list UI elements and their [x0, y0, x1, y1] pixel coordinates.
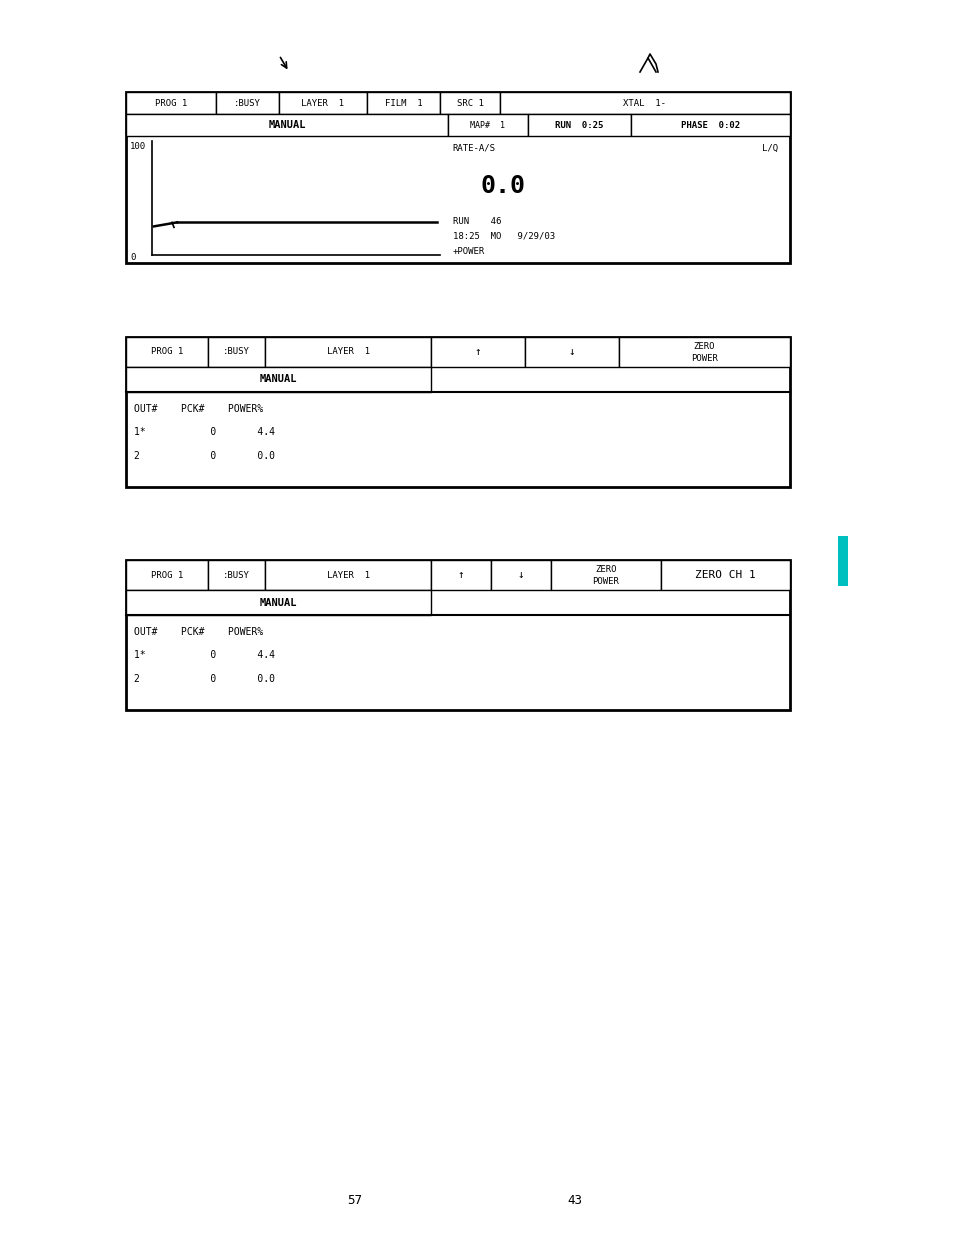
Text: ZERO: ZERO [595, 566, 616, 574]
Text: LAYER  1: LAYER 1 [326, 347, 370, 357]
Text: FILM  1: FILM 1 [384, 99, 422, 107]
Bar [126, 114, 448, 136]
Text: 0.0: 0.0 [480, 174, 525, 198]
Text: SRC 1: SRC 1 [456, 99, 483, 107]
Text: 100: 100 [130, 142, 146, 151]
Bar [551, 559, 659, 590]
Bar [837, 536, 847, 585]
Bar [215, 91, 278, 114]
Text: ZERO: ZERO [693, 342, 714, 352]
Bar [527, 114, 630, 136]
Text: RUN  0:25: RUN 0:25 [555, 121, 602, 130]
Bar [265, 337, 431, 367]
Text: L/Q: L/Q [761, 143, 778, 152]
Bar [431, 337, 524, 367]
Text: 1*           0       4.4: 1* 0 4.4 [133, 651, 274, 661]
Text: :BUSY: :BUSY [233, 99, 260, 107]
Text: ↑: ↑ [475, 347, 481, 357]
Bar [126, 91, 215, 114]
Text: MANUAL: MANUAL [268, 120, 306, 130]
Bar [439, 91, 499, 114]
Bar [126, 590, 431, 615]
Text: MANUAL: MANUAL [260, 598, 297, 608]
Text: PROG 1: PROG 1 [151, 571, 183, 579]
Text: +POWER: +POWER [453, 247, 484, 256]
Text: OUT#    PCK#    POWER%: OUT# PCK# POWER% [133, 404, 263, 414]
Text: :BUSY: :BUSY [223, 571, 250, 579]
Text: ↑: ↑ [457, 571, 464, 580]
Text: 2            0       0.0: 2 0 0.0 [133, 451, 274, 461]
Text: XTAL  1-: XTAL 1- [622, 99, 666, 107]
Bar [524, 337, 618, 367]
Bar [265, 559, 431, 590]
Text: RUN    46: RUN 46 [453, 216, 500, 226]
Bar [367, 91, 439, 114]
Text: ↓: ↓ [568, 347, 575, 357]
Bar [126, 559, 209, 590]
Bar [126, 337, 209, 367]
Text: ZERO CH 1: ZERO CH 1 [694, 571, 755, 580]
Bar [278, 91, 367, 114]
Text: POWER: POWER [690, 354, 717, 363]
Text: 43: 43 [567, 1193, 582, 1207]
Text: :BUSY: :BUSY [223, 347, 250, 357]
Text: PROG 1: PROG 1 [151, 347, 183, 357]
Text: LAYER  1: LAYER 1 [301, 99, 344, 107]
Bar [126, 337, 789, 487]
Bar [499, 91, 789, 114]
Bar [431, 559, 491, 590]
Text: PHASE  0:02: PHASE 0:02 [680, 121, 740, 130]
Text: MANUAL: MANUAL [260, 374, 297, 384]
Bar [126, 559, 789, 710]
Text: 1*           0       4.4: 1* 0 4.4 [133, 427, 274, 437]
Text: 18:25  MO   9/29/03: 18:25 MO 9/29/03 [453, 231, 555, 241]
Text: RATE-A/S: RATE-A/S [453, 143, 496, 152]
Text: PROG 1: PROG 1 [154, 99, 187, 107]
Text: 2            0       0.0: 2 0 0.0 [133, 674, 274, 684]
Bar [126, 367, 431, 391]
Text: OUT#    PCK#    POWER%: OUT# PCK# POWER% [133, 626, 263, 636]
Bar [659, 559, 789, 590]
Bar [491, 559, 551, 590]
Text: ↓: ↓ [517, 571, 524, 580]
Bar [630, 114, 789, 136]
Bar [209, 337, 265, 367]
Text: POWER: POWER [592, 577, 618, 587]
Text: 57: 57 [347, 1193, 362, 1207]
Bar [448, 114, 527, 136]
Text: 0: 0 [130, 252, 135, 262]
Text: MAP#  1: MAP# 1 [470, 121, 505, 130]
Text: LAYER  1: LAYER 1 [326, 571, 370, 579]
Bar [618, 337, 789, 367]
Bar [209, 559, 265, 590]
Bar [126, 91, 789, 263]
